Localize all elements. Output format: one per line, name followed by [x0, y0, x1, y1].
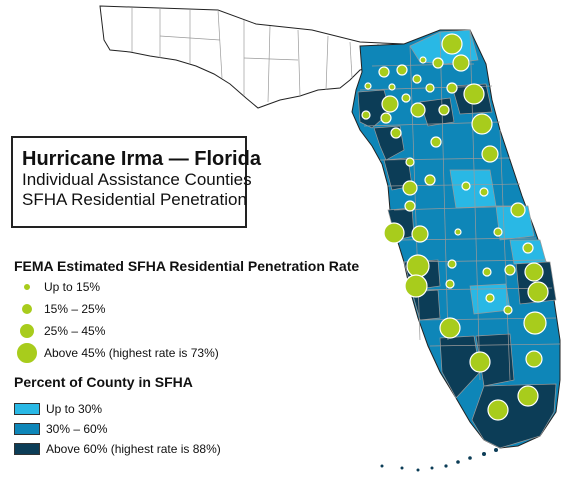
- penetration-bubble: [432, 57, 444, 69]
- penetration-bubble: [445, 279, 455, 289]
- penetration-bubble: [447, 259, 457, 269]
- sfha-legend-item: Above 60% (highest rate is 88%): [14, 439, 221, 459]
- penetration-legend-item: Up to 15%: [14, 277, 100, 297]
- penetration-bubble: [487, 399, 509, 421]
- penetration-legend-item: Above 45% (highest rate is 73%): [14, 342, 219, 364]
- map-title: Hurricane Irma — Florida: [22, 148, 261, 170]
- penetration-bubble: [404, 200, 416, 212]
- penetration-bubble: [446, 82, 458, 94]
- penetration-bubble: [525, 350, 543, 368]
- legend-dot-large: [19, 323, 35, 339]
- penetration-bubble: [380, 112, 392, 124]
- penetration-bubble: [378, 66, 390, 78]
- penetration-bubble: [383, 222, 405, 244]
- penetration-bubble: [527, 281, 549, 303]
- penetration-bubble: [485, 293, 495, 303]
- penetration-bubble: [390, 127, 402, 139]
- sfha-swatch-high: [14, 443, 40, 455]
- penetration-bubble: [510, 202, 526, 218]
- penetration-bubble: [504, 264, 516, 276]
- penetration-bubble: [388, 83, 396, 91]
- penetration-bubble: [469, 351, 491, 373]
- penetration-bubble: [481, 145, 499, 163]
- penetration-bubble: [439, 317, 461, 339]
- map-subtitle-1: Individual Assistance Counties: [22, 170, 252, 189]
- penetration-bubble: [419, 56, 427, 64]
- penetration-bubble: [381, 95, 399, 113]
- penetration-bubble: [503, 305, 513, 315]
- penetration-bubble: [401, 93, 411, 103]
- penetration-bubble: [410, 102, 426, 118]
- penetration-bubble: [463, 83, 485, 105]
- penetration-legend-heading: FEMA Estimated SFHA Residential Penetrat…: [14, 258, 360, 274]
- penetration-legend-item: 15% – 25%: [14, 299, 105, 319]
- penetration-bubble: [454, 228, 462, 236]
- sfha-legend-heading: Percent of County in SFHA: [14, 374, 193, 390]
- sfha-swatch-low: [14, 403, 40, 415]
- legend-dot-xlarge: [16, 342, 38, 364]
- penetration-bubble: [402, 180, 418, 196]
- sfha-legend-item: Up to 30%: [14, 399, 102, 419]
- legend-dot-medium: [21, 303, 33, 315]
- penetration-bubble: [425, 83, 435, 93]
- penetration-legend-item: 25% – 45%: [14, 321, 105, 341]
- map-subtitle-2: SFHA Residential Penetration: [22, 190, 247, 209]
- penetration-bubble: [396, 64, 408, 76]
- florida-keys: [380, 448, 498, 472]
- penetration-bubble: [471, 113, 493, 135]
- legend-dot-small: [23, 283, 31, 291]
- penetration-bubble: [482, 267, 492, 277]
- penetration-bubble: [404, 274, 428, 298]
- penetration-bubble: [524, 262, 544, 282]
- penetration-bubble: [438, 104, 450, 116]
- penetration-bubble: [406, 254, 430, 278]
- title-box: Hurricane Irma — Florida Individual Assi…: [11, 136, 261, 228]
- penetration-bubble: [517, 385, 539, 407]
- penetration-bubble: [452, 54, 470, 72]
- penetration-bubble: [424, 174, 436, 186]
- penetration-bubble: [479, 187, 489, 197]
- penetration-bubble: [522, 242, 534, 254]
- penetration-bubble: [412, 74, 422, 84]
- penetration-bubble: [405, 157, 415, 167]
- penetration-bubbles: [361, 33, 549, 421]
- penetration-bubble: [441, 33, 463, 55]
- penetration-bubble: [361, 110, 371, 120]
- penetration-bubble: [364, 82, 372, 90]
- penetration-bubble: [411, 225, 429, 243]
- penetration-bubble: [523, 311, 547, 335]
- sfha-swatch-mid: [14, 423, 40, 435]
- penetration-bubble: [430, 136, 442, 148]
- penetration-bubble: [461, 181, 471, 191]
- penetration-bubble: [493, 227, 503, 237]
- sfha-legend-item: 30% – 60%: [14, 419, 107, 439]
